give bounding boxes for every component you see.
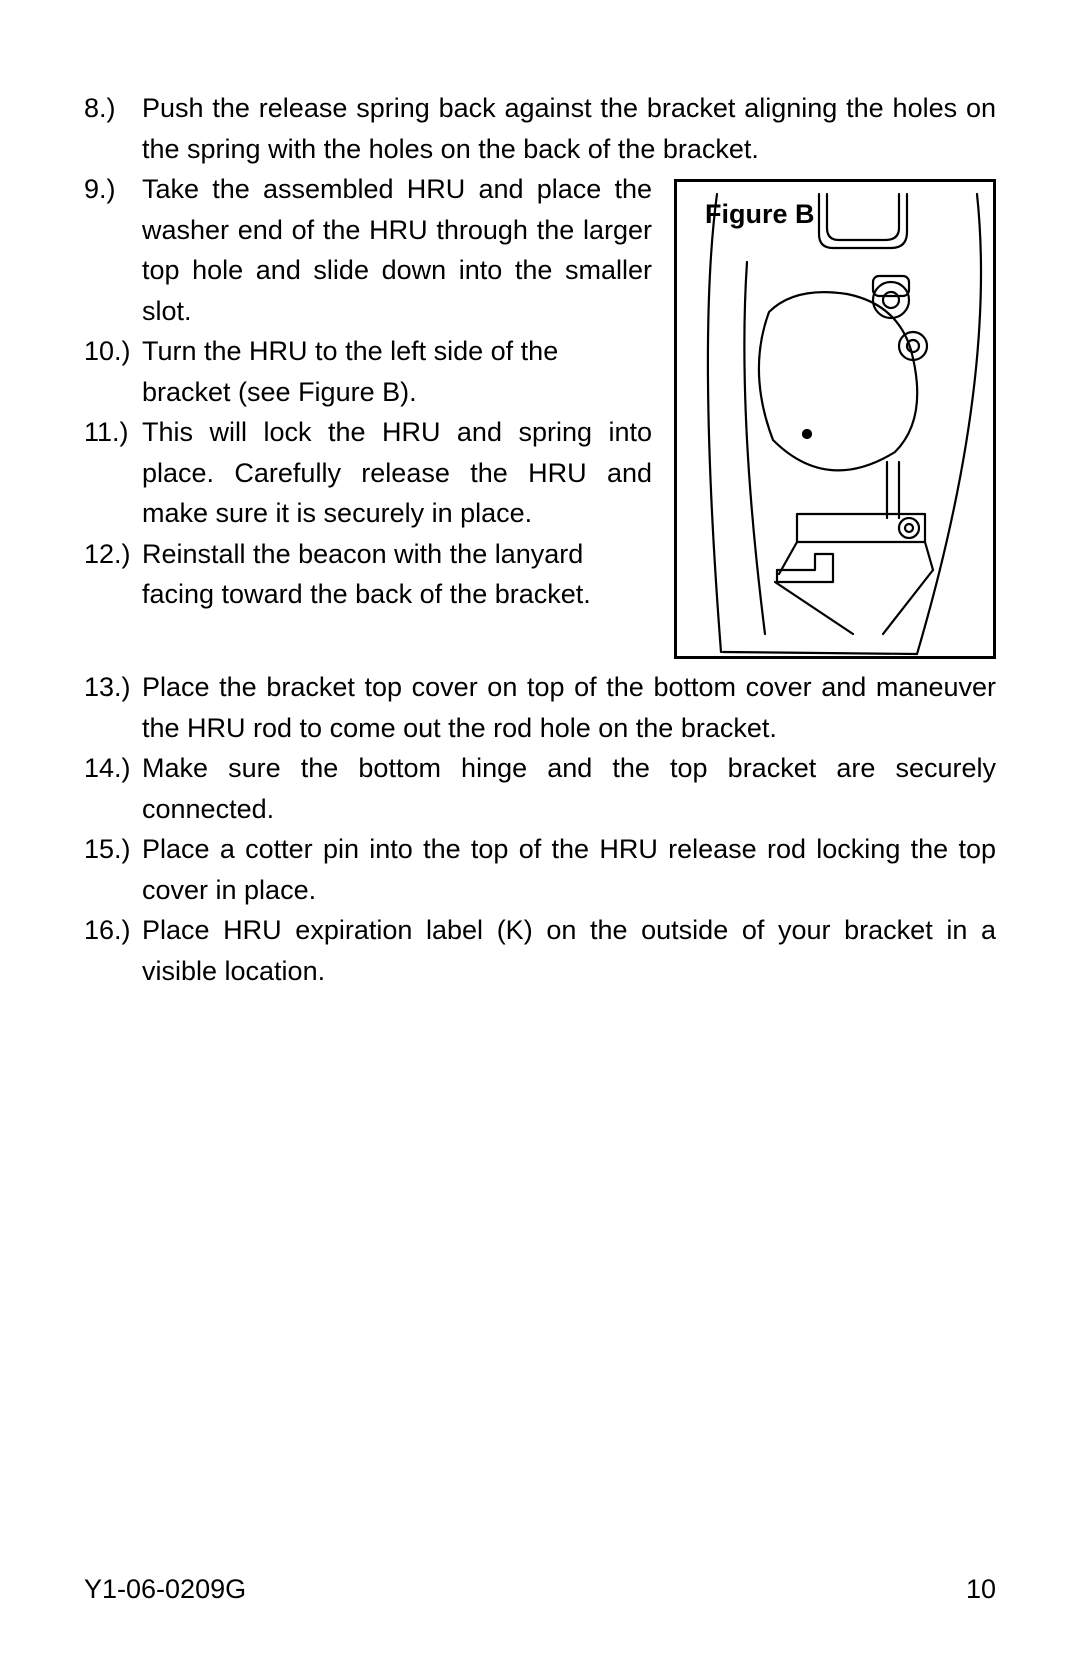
list-item: 15.) Place a cotter pin into the top of …: [84, 829, 996, 910]
list-item: 11.) This will lock the HRU and spring i…: [84, 412, 652, 534]
item-text: Take the assembled HRU and place the was…: [142, 169, 652, 331]
list-item: 8.) Push the release spring back against…: [84, 88, 996, 169]
item-text: Place a cotter pin into the top of the H…: [142, 829, 996, 910]
item-number: 12.): [84, 534, 142, 615]
item-number: 13.): [84, 667, 142, 748]
document-page: 8.) Push the release spring back against…: [0, 0, 1080, 1669]
list-item: 10.) Turn the HRU to the left side of th…: [84, 331, 652, 412]
item-text: This will lock the HRU and spring into p…: [142, 412, 652, 534]
footer-doc-id: Y1-06-0209G: [84, 1574, 246, 1605]
item-number: 11.): [84, 412, 142, 534]
list-item: 12.) Reinstall the beacon with the lanya…: [84, 534, 652, 615]
page-footer: Y1-06-0209G 10: [84, 1574, 996, 1605]
item-text: Make sure the bottom hinge and the top b…: [142, 748, 996, 829]
item-number: 14.): [84, 748, 142, 829]
item-text: Place HRU expiration label (K) on the ou…: [142, 910, 996, 991]
item-text: Place the bracket top cover on top of th…: [142, 667, 996, 748]
figure-b-diagram: [677, 182, 993, 656]
item-number: 16.): [84, 910, 142, 991]
figure-b: Figure B: [674, 179, 996, 659]
footer-page-number: 10: [966, 1574, 996, 1605]
item-number: 15.): [84, 829, 142, 910]
list-item: 13.) Place the bracket top cover on top …: [84, 667, 996, 748]
list-item: 16.) Place HRU expiration label (K) on t…: [84, 910, 996, 991]
instruction-list: 8.) Push the release spring back against…: [84, 88, 996, 991]
list-item: 14.) Make sure the bottom hinge and the …: [84, 748, 996, 829]
list-item: 9.) Take the assembled HRU and place the…: [84, 169, 652, 331]
item-text: Turn the HRU to the left side of the bra…: [142, 331, 652, 412]
item-text: Reinstall the beacon with the lanyard fa…: [142, 534, 652, 615]
item-number: 10.): [84, 331, 142, 412]
item-number: 9.): [84, 169, 142, 331]
item-number: 8.): [84, 88, 142, 129]
item-text: Push the release spring back against the…: [142, 88, 996, 169]
